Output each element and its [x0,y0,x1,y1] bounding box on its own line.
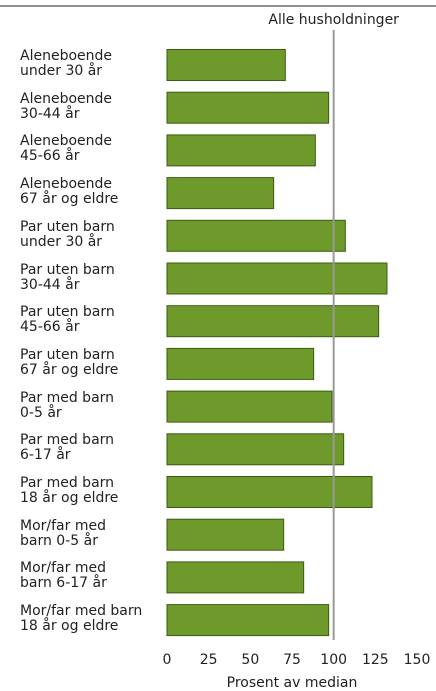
category-label: Par uten barn 45-66 år [20,304,115,336]
bar [166,518,285,551]
category-label: Aleneboende 45-66 år [20,133,113,165]
x-axis-label: Prosent av median [227,675,358,691]
bar [166,604,330,637]
x-tick-label: 100 [320,652,347,668]
x-tick-label: 125 [362,652,389,668]
category-label: Mor/far med barn 18 år og eldre [20,603,143,635]
category-label: Par uten barn 67 år og eldre [20,346,119,378]
bar [166,476,373,508]
bar [166,347,315,380]
category-label: Aleneboende under 30 år [20,48,113,79]
bar [166,177,275,210]
x-tick-label: 0 [163,652,172,668]
bar [166,262,388,295]
category-label: Par uten barn 30-44 år [20,261,115,293]
bar [166,305,380,338]
category-label: Par med barn 18 år og eldre [20,475,119,506]
bar [166,134,316,167]
category-label: Aleneboende 30-44 år [20,90,113,122]
category-label: Aleneboende 67 år og eldre [20,176,119,208]
bar [166,49,286,81]
bar [166,561,305,594]
bar [166,390,333,423]
x-tick-label: 25 [200,652,218,668]
category-label: Par med barn 6-17 år [20,432,115,464]
category-label: Mor/far med barn 6-17 år [20,560,107,592]
x-tick-label: 150 [404,652,431,668]
category-label: Par med barn 0-5 år [20,389,115,421]
bar [166,433,345,466]
x-tick-label: 50 [241,652,259,668]
reference-label: Alle husholdninger [268,12,399,28]
bar [166,219,346,252]
category-label: Mor/far med barn 0-5 år [20,517,106,549]
bar [166,91,330,124]
category-label: Par uten barn under 30 år [20,218,115,250]
x-tick-label: 75 [283,652,301,668]
